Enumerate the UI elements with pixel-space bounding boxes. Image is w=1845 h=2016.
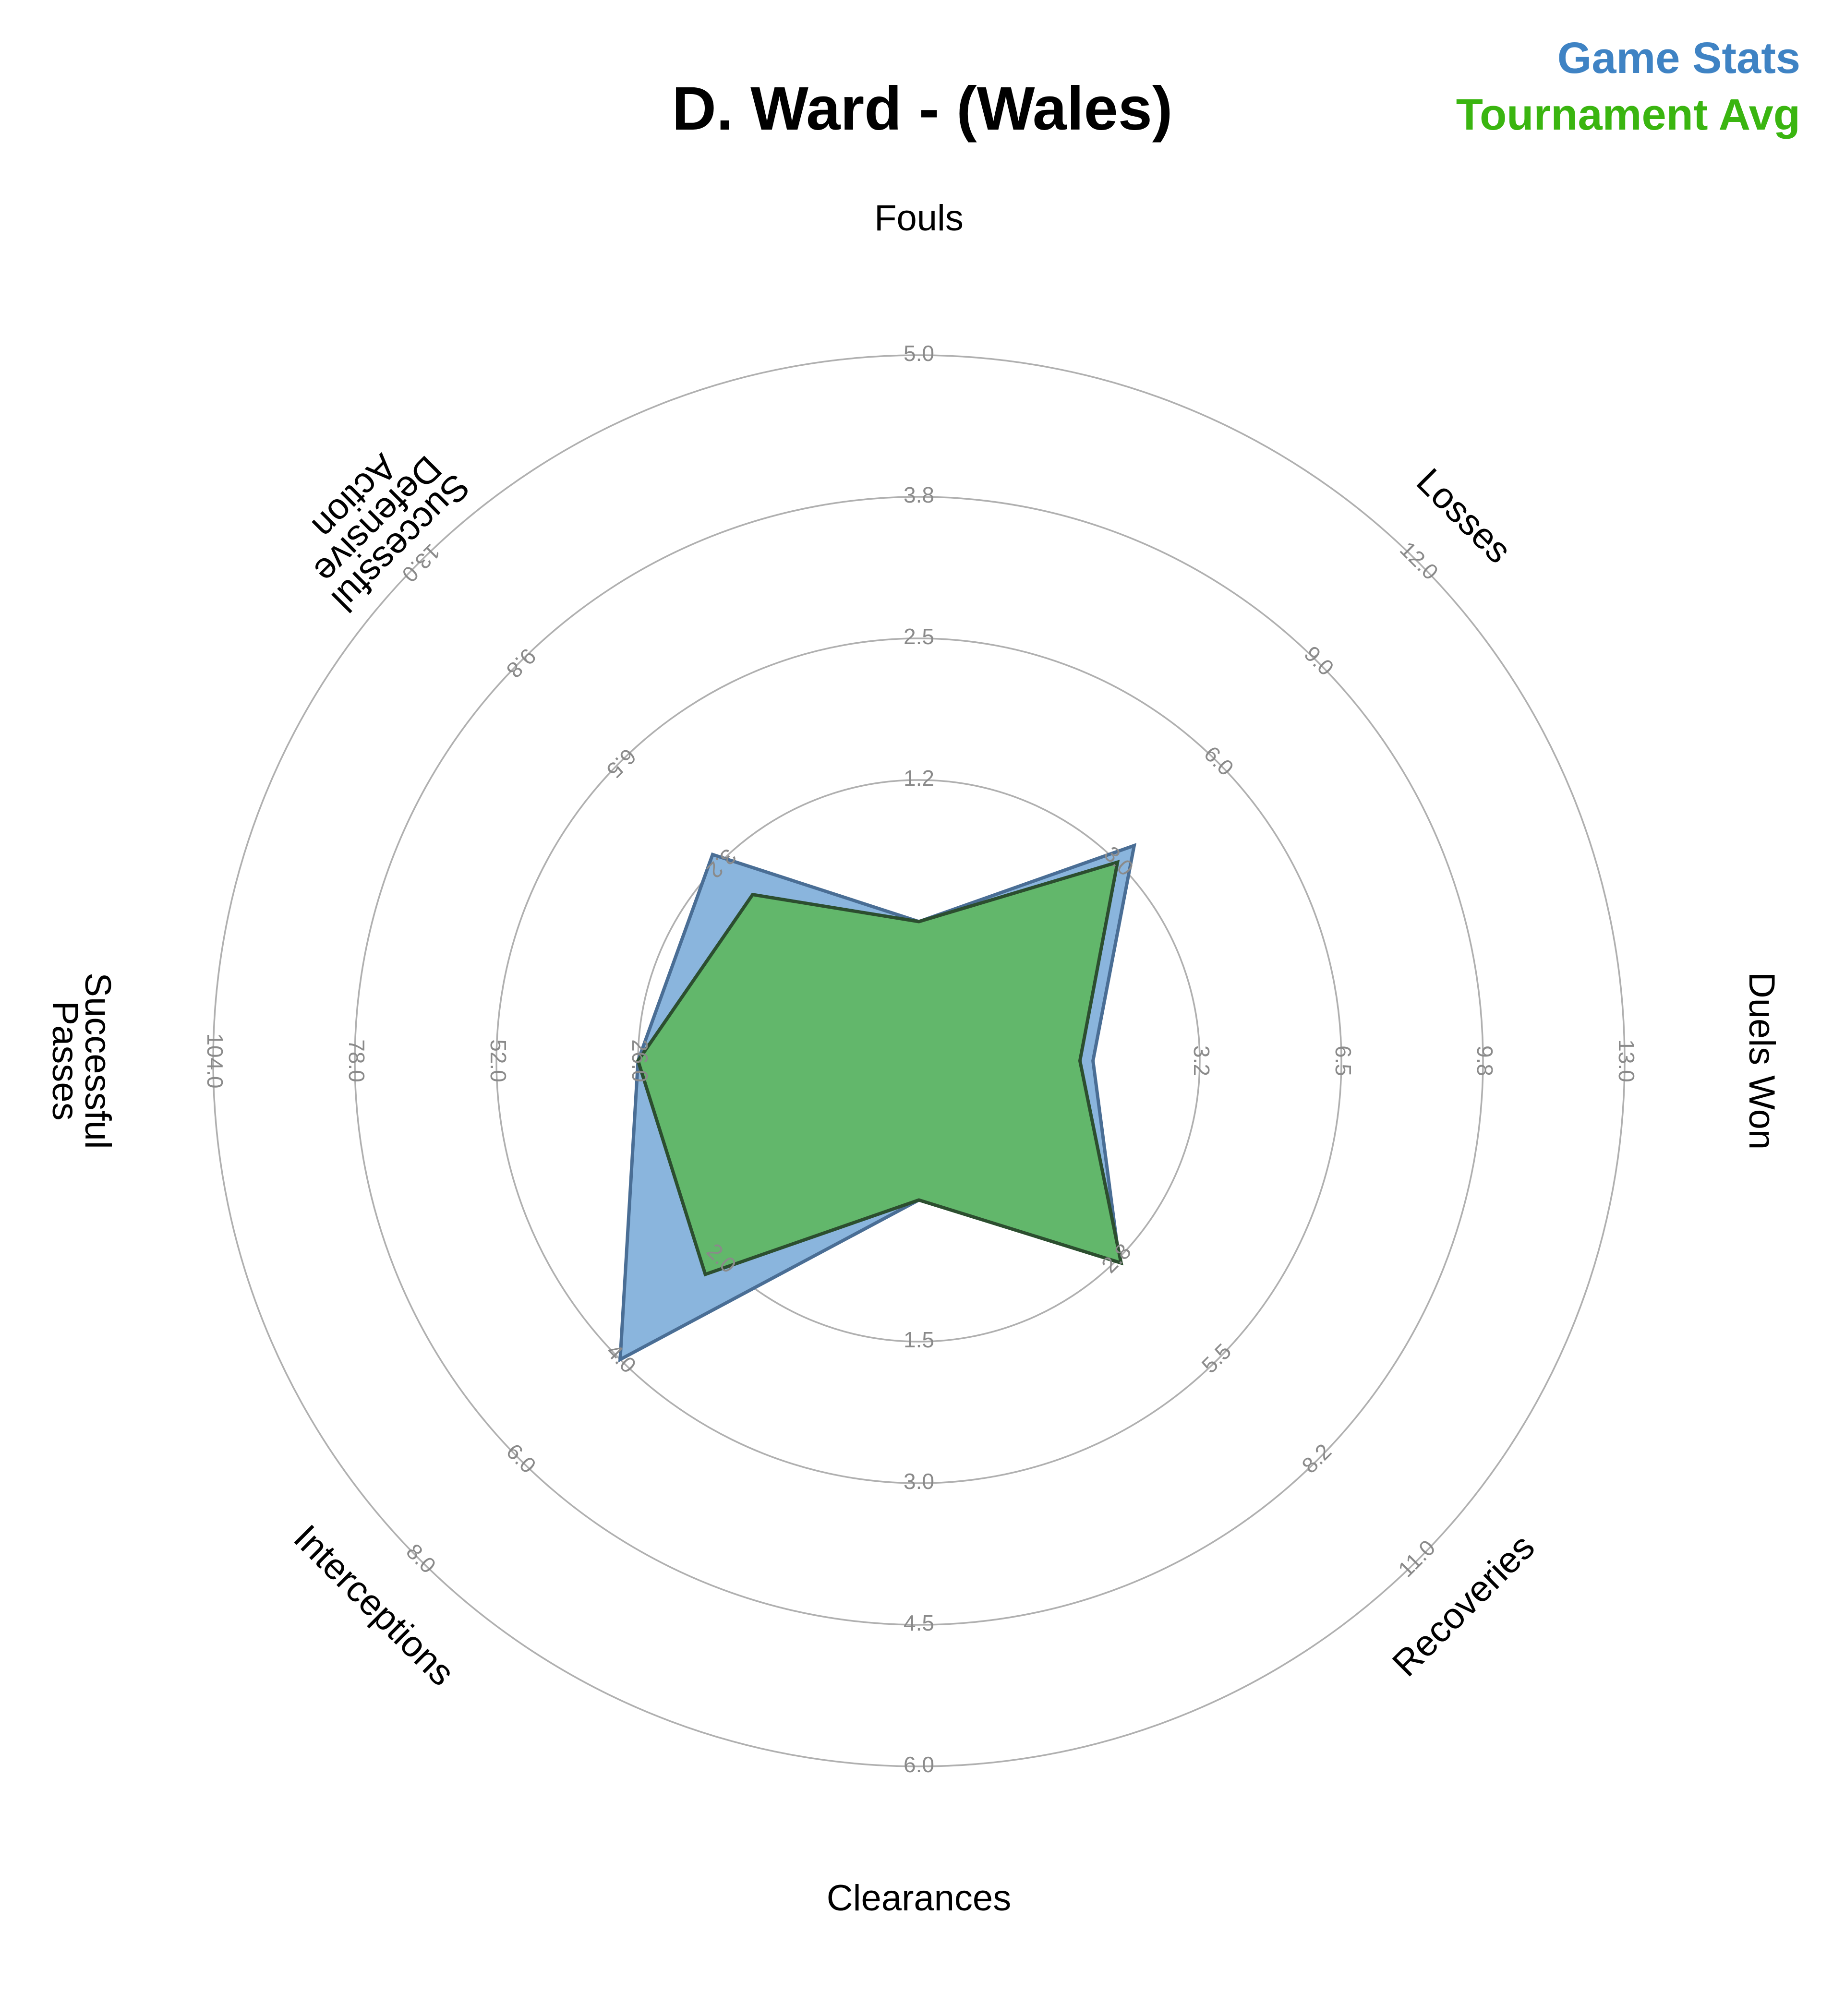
- axis-label-line: Duels Won: [1741, 972, 1782, 1150]
- axis-label: SuccessfulDefensiveAction: [277, 420, 477, 619]
- tick-label: 6.0: [1199, 741, 1239, 780]
- tick-label: 6.0: [904, 1752, 934, 1777]
- series-tournament-avg-area: [636, 860, 1123, 1277]
- tick-label: 5.5: [1197, 1339, 1236, 1378]
- axis-label: Duels Won: [1741, 972, 1782, 1150]
- grid-ring: [212, 354, 1626, 1767]
- axis-label: Clearances: [827, 1878, 1011, 1919]
- tick-label: 1.5: [904, 1327, 934, 1352]
- tick-label: 2.5: [904, 624, 934, 649]
- tick-label: 3.2: [1189, 1045, 1214, 1076]
- grid-ring: [495, 637, 1342, 1484]
- tick-label: 9.8: [502, 644, 541, 683]
- tick-label: 3.8: [904, 482, 934, 507]
- tick-label: 8.2: [1297, 1439, 1336, 1478]
- legend-entry-tournament-avg: Tournament Avg: [1456, 90, 1800, 139]
- axis-label-line: Fouls: [874, 198, 964, 239]
- grid-ring: [354, 496, 1484, 1626]
- axis-label-line: Passes: [45, 1001, 85, 1120]
- tick-label: 104.0: [203, 1033, 228, 1088]
- tick-label: 6.5: [1331, 1045, 1356, 1076]
- tick-label: 6.0: [502, 1439, 541, 1478]
- axis-label-line: Interceptions: [286, 1517, 463, 1694]
- axis-label-line: Successful: [77, 972, 118, 1149]
- tick-label: 13.0: [1614, 1039, 1639, 1082]
- tick-label: 11.0: [1393, 1535, 1440, 1582]
- tick-label: 78.0: [344, 1039, 369, 1082]
- tick-label: 6.5: [602, 744, 641, 783]
- axis-label: Fouls: [874, 198, 964, 239]
- tick-label: 5.0: [904, 341, 934, 366]
- axis-label-line: Clearances: [827, 1878, 1011, 1919]
- legend-entry-game-stats: Game Stats: [1557, 34, 1800, 83]
- series-layer: [618, 843, 1136, 1363]
- tick-label: 1.2: [904, 766, 934, 791]
- tick-label: 3.0: [904, 1469, 934, 1494]
- tick-label: 26.0: [627, 1039, 652, 1082]
- chart-title: D. Ward - (Wales): [672, 74, 1173, 143]
- tick-label: 8.0: [401, 1539, 441, 1578]
- grid-rings: [212, 354, 1626, 1767]
- tick-label: 9.0: [1300, 641, 1339, 680]
- tick-label: 4.5: [904, 1610, 934, 1635]
- tick-label: 52.0: [486, 1039, 511, 1082]
- tick-label: 12.0: [1395, 537, 1443, 585]
- axis-label: Interceptions: [286, 1517, 463, 1694]
- tick-label: 9.8: [1472, 1045, 1497, 1076]
- axis-label: SuccessfulPasses: [45, 972, 118, 1149]
